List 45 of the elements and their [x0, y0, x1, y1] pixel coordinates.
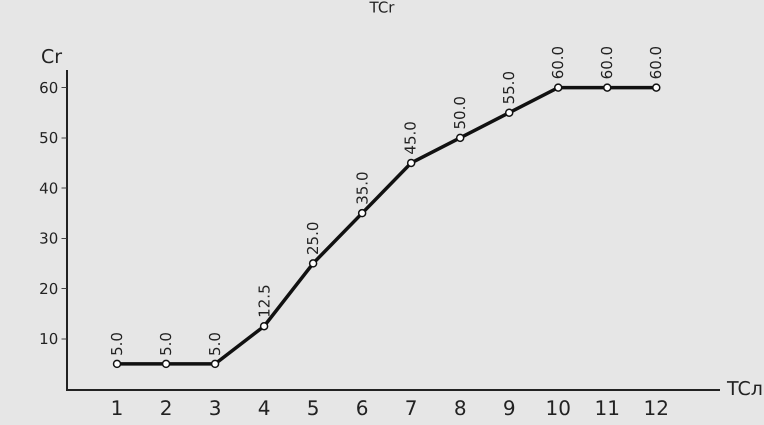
data-label: 5.0: [157, 332, 176, 356]
y-axis-title: Cr: [41, 46, 62, 68]
x-tick-label: 6: [356, 396, 369, 420]
data-label: 60.0: [549, 46, 568, 80]
data-label: 35.0: [353, 171, 372, 205]
x-tick-label: 10: [546, 396, 571, 420]
x-tick-label: 2: [160, 396, 172, 420]
point: [554, 83, 562, 92]
x-axis-title: TCл: [726, 378, 763, 400]
chart-title: TCr: [368, 0, 396, 17]
data-label: 60.0: [598, 46, 616, 80]
point: [504, 108, 514, 117]
point: [652, 83, 661, 92]
data-label: 50.0: [450, 96, 469, 130]
y-tick-label: 60: [39, 78, 58, 97]
data-label: 60.0: [647, 46, 666, 80]
y-tick-label: 20: [39, 280, 58, 298]
point: [112, 360, 122, 368]
x-tick-label: 12: [644, 396, 669, 420]
point: [210, 360, 220, 368]
point: [260, 322, 268, 330]
data-label: 5.0: [206, 332, 224, 356]
x-tick-label: 4: [258, 396, 270, 420]
point: [406, 158, 416, 168]
data-label: 25.0: [304, 222, 322, 256]
y-tick-label: 30: [39, 230, 58, 248]
x-tick-label: 1: [110, 396, 124, 420]
x-tick-label: 11: [594, 396, 620, 420]
y-tick-label: 50: [39, 129, 58, 148]
point: [162, 360, 170, 368]
data-label: 55.0: [500, 70, 518, 104]
data-label: 45.0: [402, 121, 420, 155]
x-tick-label: 5: [306, 396, 320, 420]
x-tick-label: 9: [502, 396, 516, 420]
x-tick-label: 7: [404, 396, 418, 420]
x-tick-label: 3: [208, 396, 222, 420]
point: [456, 134, 464, 142]
y-tick-label: 40: [39, 179, 58, 198]
data-label: 12.5: [255, 284, 274, 318]
point: [603, 83, 612, 92]
y-tick-label: 10: [39, 330, 58, 348]
x-tick-label: 8: [454, 396, 467, 420]
point: [358, 208, 366, 218]
point: [308, 259, 318, 268]
data-label: 5.0: [108, 332, 126, 356]
